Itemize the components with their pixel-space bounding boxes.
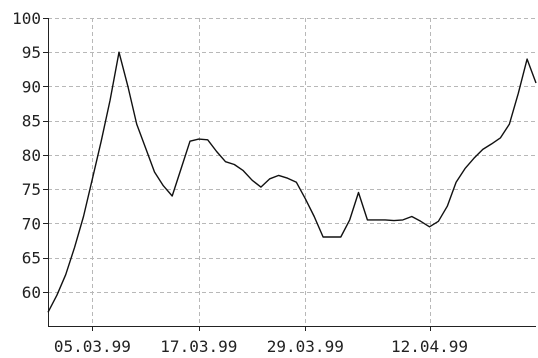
y-tick-label: 70 [22,214,41,233]
y-tick-label: 60 [22,283,41,302]
series-line [47,51,537,313]
y-tick-label: 100 [12,9,41,28]
y-tick-label: 80 [22,146,41,165]
y-tick-label: 85 [22,112,41,131]
axes [43,18,536,331]
x-tick-label: 17.03.99 [160,337,237,356]
series-group [47,51,537,313]
grid [48,18,536,326]
y-tick-label: 65 [22,249,41,268]
y-tick-label: 95 [22,43,41,62]
y-tick-label: 75 [22,180,41,199]
y-axis-tick-labels: 60 65 70 75 80 85 90 95 100 [12,9,41,302]
x-axis-tick-labels: 05.03.99 17.03.99 29.03.99 12.04.99 [54,337,468,356]
x-tick-label: 29.03.99 [267,337,344,356]
x-tick-label: 05.03.99 [54,337,131,356]
y-tick-label: 90 [22,77,41,96]
x-tick-label: 12.04.99 [391,337,468,356]
